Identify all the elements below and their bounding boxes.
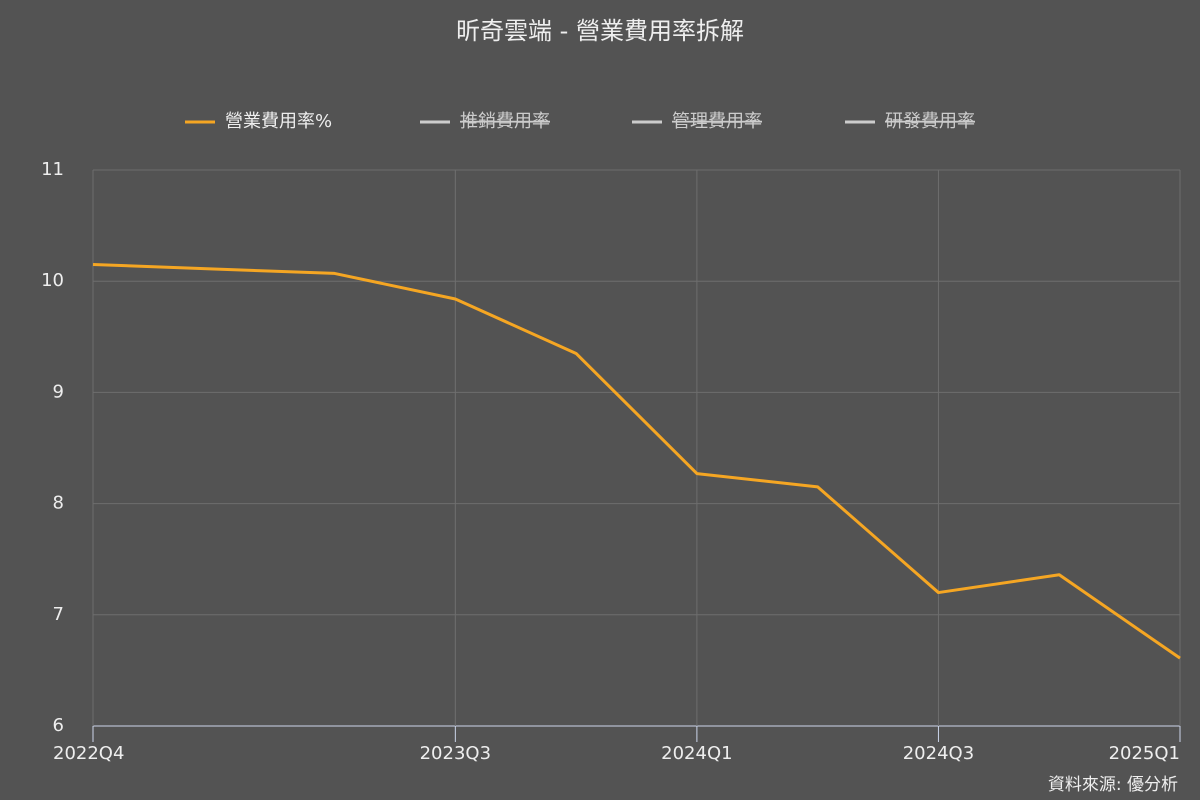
legend-label[interactable]: 推銷費用率 <box>460 111 550 132</box>
y-tick-label: 6 <box>53 715 64 736</box>
chart-title: 昕奇雲端 - 營業費用率拆解 <box>456 17 744 45</box>
legend-label[interactable]: 管理費用率 <box>672 111 762 132</box>
y-tick-label: 11 <box>41 159 64 180</box>
legend-label[interactable]: 營業費用率% <box>225 111 332 132</box>
y-tick-label: 9 <box>53 381 64 402</box>
x-tick-label: 2022Q4 <box>53 743 124 764</box>
y-tick-label: 10 <box>41 270 64 291</box>
x-tick-label: 2025Q1 <box>1109 743 1180 764</box>
source-note: 資料來源: 優分析 <box>1048 775 1178 795</box>
x-tick-label: 2024Q3 <box>903 743 974 764</box>
legend-label[interactable]: 研發費用率 <box>885 111 975 132</box>
y-tick-label: 7 <box>53 604 64 625</box>
x-tick-label: 2024Q1 <box>661 743 732 764</box>
x-tick-label: 2023Q3 <box>420 743 491 764</box>
y-tick-label: 8 <box>53 493 64 514</box>
series-line <box>92 263 1181 660</box>
